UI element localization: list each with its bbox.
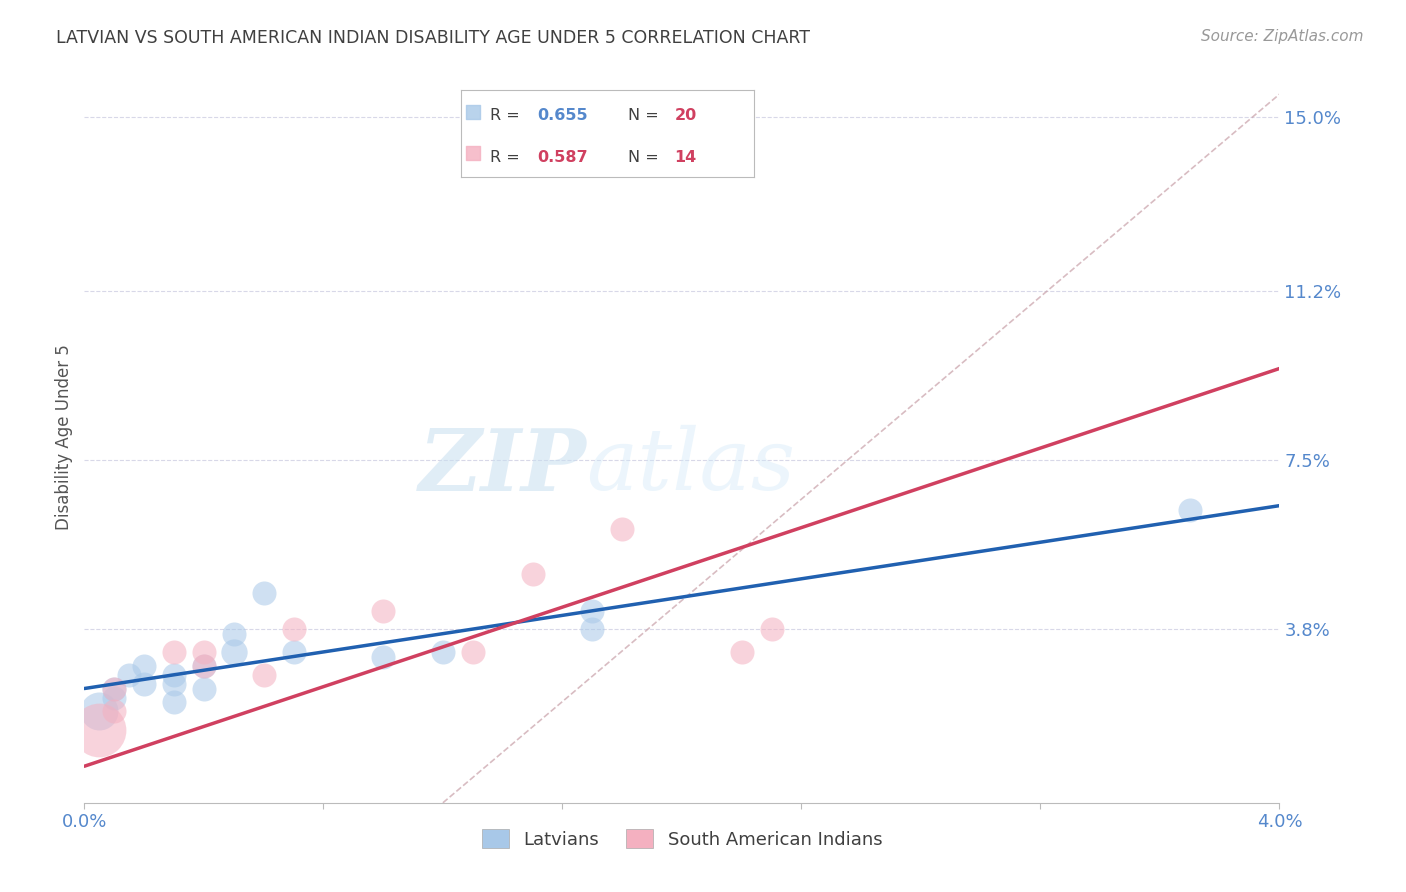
Point bbox=[193, 681, 215, 696]
Point bbox=[103, 681, 125, 696]
Point bbox=[89, 723, 111, 737]
Point bbox=[253, 667, 276, 681]
Point bbox=[222, 645, 245, 659]
Point bbox=[163, 695, 186, 709]
Point bbox=[1178, 503, 1201, 517]
Point bbox=[89, 705, 111, 719]
Point bbox=[761, 622, 783, 636]
Point bbox=[163, 677, 186, 691]
Text: ZIP: ZIP bbox=[419, 425, 586, 508]
Point bbox=[522, 567, 544, 582]
Point bbox=[193, 645, 215, 659]
Point bbox=[163, 645, 186, 659]
Point bbox=[103, 690, 125, 705]
Point bbox=[193, 658, 215, 673]
Point bbox=[253, 585, 276, 599]
Point bbox=[283, 645, 305, 659]
Point bbox=[461, 645, 484, 659]
Point bbox=[222, 626, 245, 640]
Point bbox=[581, 604, 603, 618]
Text: LATVIAN VS SOUTH AMERICAN INDIAN DISABILITY AGE UNDER 5 CORRELATION CHART: LATVIAN VS SOUTH AMERICAN INDIAN DISABIL… bbox=[56, 29, 810, 46]
Point bbox=[581, 622, 603, 636]
Point bbox=[432, 645, 454, 659]
Point bbox=[373, 604, 395, 618]
Point bbox=[193, 658, 215, 673]
Point bbox=[103, 681, 125, 696]
Text: Source: ZipAtlas.com: Source: ZipAtlas.com bbox=[1201, 29, 1364, 44]
Point bbox=[132, 658, 156, 673]
Point bbox=[373, 649, 395, 664]
Point bbox=[283, 622, 305, 636]
Point bbox=[163, 667, 186, 681]
Y-axis label: Disability Age Under 5: Disability Age Under 5 bbox=[55, 344, 73, 530]
Point bbox=[612, 521, 634, 535]
Point bbox=[103, 705, 125, 719]
Point bbox=[132, 677, 156, 691]
Point bbox=[731, 645, 754, 659]
Legend: Latvians, South American Indians: Latvians, South American Indians bbox=[474, 822, 890, 856]
Point bbox=[118, 667, 141, 681]
Text: atlas: atlas bbox=[586, 425, 796, 508]
